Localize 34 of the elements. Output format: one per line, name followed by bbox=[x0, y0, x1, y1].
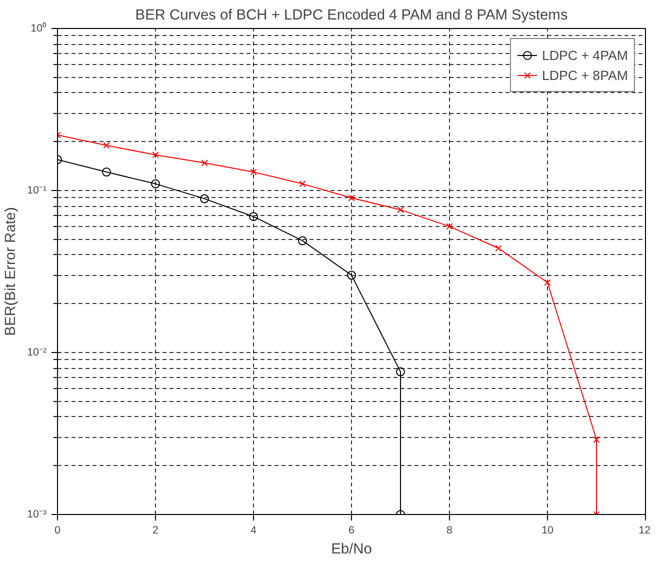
point bbox=[201, 160, 208, 166]
y-tick-label: 10⁻³ bbox=[27, 508, 47, 520]
y-axis-title: BER(Bit Error Rate) bbox=[3, 207, 20, 336]
x-tick-label: 8 bbox=[446, 524, 453, 536]
y-tick-label: 10⁰ bbox=[30, 22, 47, 34]
y-tick-label: 10⁻¹ bbox=[27, 184, 47, 196]
point bbox=[102, 168, 111, 177]
point bbox=[446, 223, 453, 230]
point bbox=[347, 270, 356, 280]
point bbox=[151, 179, 160, 188]
legend-label: LDPC + 4PAM bbox=[542, 48, 628, 62]
x-tick-label: 0 bbox=[54, 524, 61, 536]
point bbox=[396, 367, 405, 376]
point bbox=[348, 194, 355, 202]
point bbox=[298, 236, 307, 246]
x-axis-title: Eb/No bbox=[331, 542, 372, 558]
point bbox=[495, 244, 502, 252]
x-tick-label: 2 bbox=[152, 524, 159, 536]
y-tick-label: 10⁻² bbox=[27, 346, 47, 358]
legend-label: LDPC + 8PAM bbox=[542, 68, 628, 82]
point bbox=[544, 279, 551, 286]
point bbox=[103, 142, 110, 149]
point bbox=[249, 212, 258, 222]
x-tick-label: 4 bbox=[250, 524, 257, 536]
x-tick-label: 10 bbox=[542, 524, 554, 536]
point bbox=[397, 206, 404, 214]
x-tick-label: 12 bbox=[638, 524, 651, 536]
point bbox=[299, 180, 306, 188]
point bbox=[200, 194, 209, 204]
x-tick-label: 6 bbox=[348, 524, 355, 536]
point bbox=[152, 152, 159, 158]
point bbox=[250, 168, 257, 176]
chart-title: BER Curves of BCH + LDPC Encoded 4 PAM and 8 PAM Systems bbox=[135, 8, 568, 24]
point bbox=[593, 436, 600, 443]
